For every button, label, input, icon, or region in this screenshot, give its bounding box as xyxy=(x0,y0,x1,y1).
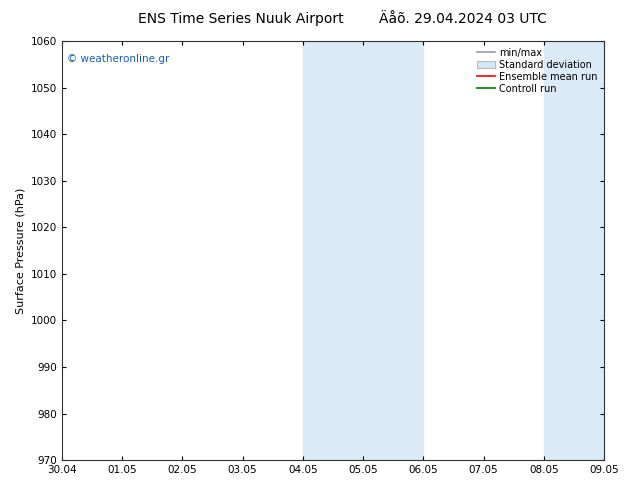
Legend: min/max, Standard deviation, Ensemble mean run, Controll run: min/max, Standard deviation, Ensemble me… xyxy=(476,46,599,96)
Bar xyxy=(544,41,604,460)
Bar xyxy=(303,41,363,460)
Bar xyxy=(363,41,424,460)
Text: Äåõ. 29.04.2024 03 UTC: Äåõ. 29.04.2024 03 UTC xyxy=(379,12,547,26)
Text: © weatheronline.gr: © weatheronline.gr xyxy=(67,53,169,64)
Y-axis label: Surface Pressure (hPa): Surface Pressure (hPa) xyxy=(15,187,25,314)
Text: ENS Time Series Nuuk Airport: ENS Time Series Nuuk Airport xyxy=(138,12,344,26)
